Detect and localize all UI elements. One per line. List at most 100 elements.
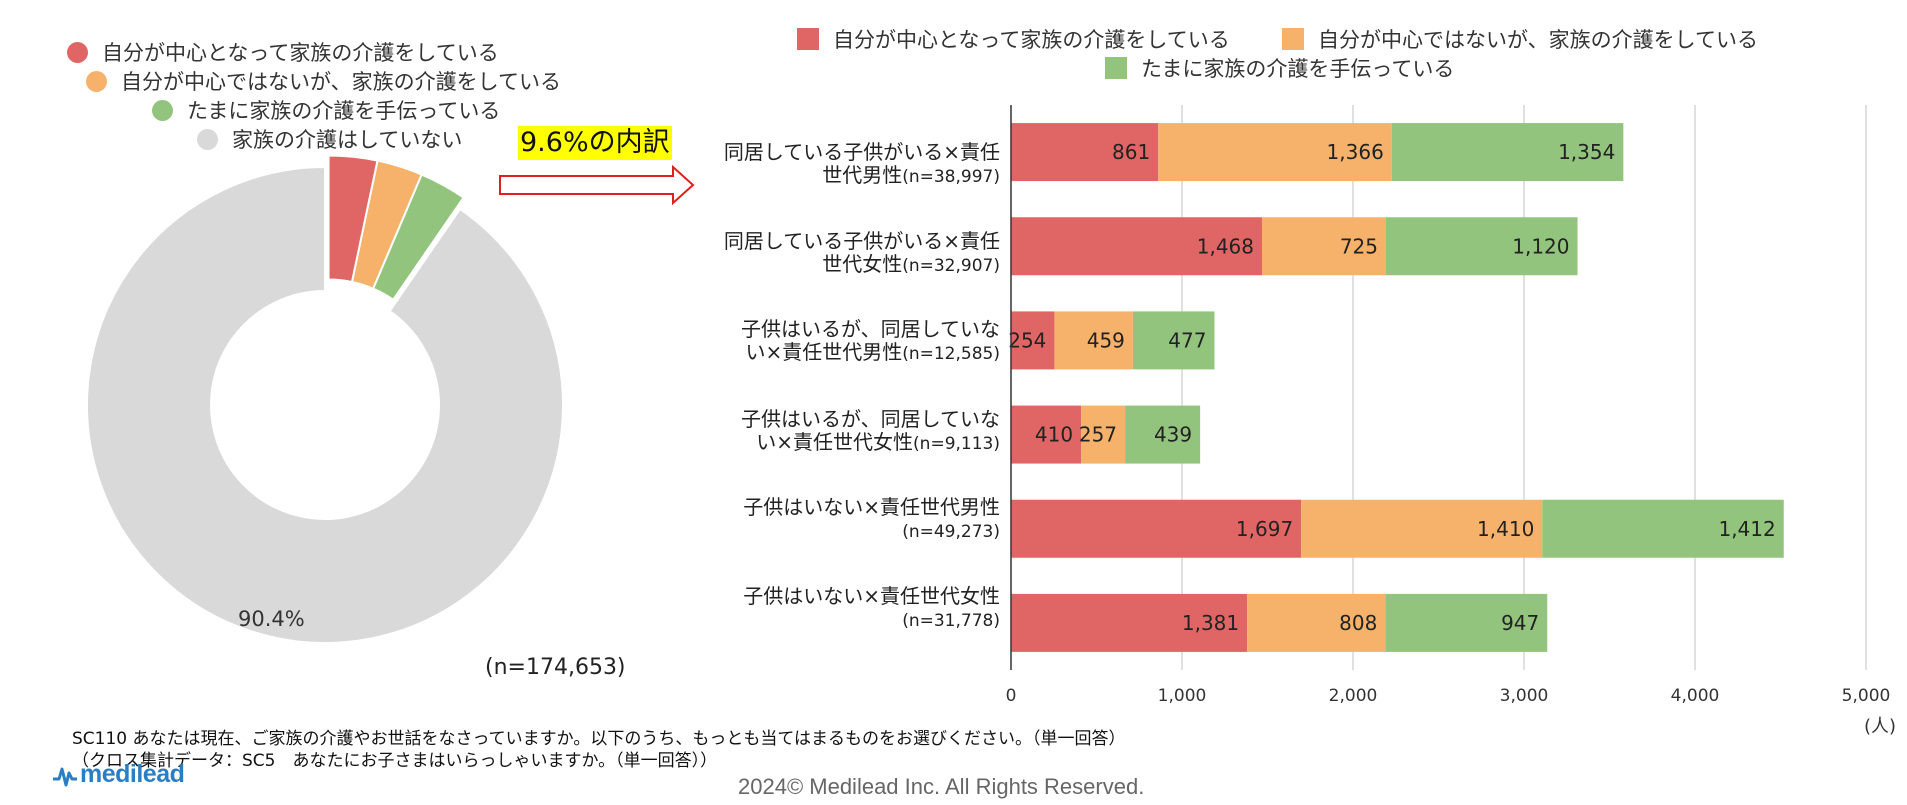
copyright: 2024© Medilead Inc. All Rights Reserved. (738, 774, 1145, 799)
donut-legend-item-occasional: たまに家族の介護を手伝っている (152, 95, 500, 125)
category-label: 子供はいるが、同居していな い×責任世代女性(n=9,113) (741, 408, 1000, 456)
bar-segment-occasional (1385, 593, 1548, 652)
x-axis-unit: (人) (1864, 716, 1897, 737)
category-line2: 世代女性 (822, 252, 903, 276)
bar-value-label: 257 (1079, 423, 1117, 447)
bar-marks: 861 1,366 1,354 1,468 725 1,120 254 459 477 410 25… (1008, 123, 1784, 652)
bar-value-label: 1,468 (1197, 234, 1254, 258)
bar-segment-occasional (1132, 311, 1215, 370)
category-n: (n=12,585) (902, 344, 1000, 364)
legend-dot-none (197, 128, 218, 150)
logo-text: medilead (80, 760, 185, 788)
donut-n-label: (n=174,653) (485, 655, 626, 680)
bar-segment-secondary (1301, 499, 1543, 558)
bar-segment-occasional (1386, 217, 1578, 276)
category-n: (n=9,113) (913, 434, 1000, 454)
bar-value-label: 725 (1340, 234, 1378, 258)
bar-value-label: 254 (1008, 328, 1046, 352)
callout-label: 9.6%の内訳 (518, 126, 672, 160)
bar-value-label: 439 (1154, 423, 1192, 447)
bar-segment-primary (1011, 405, 1082, 464)
bar-segment-secondary (1262, 217, 1387, 276)
bar-value-label: 808 (1339, 611, 1377, 635)
donut-legend-label: たまに家族の介護を手伝っている (187, 99, 501, 123)
bar-segment-primary (1011, 217, 1263, 276)
bar-chart: 861 1,366 1,354 1,468 725 1,120 254 459 477 410 25… (1006, 105, 1891, 706)
category-line1: 子供はいない×責任世代女性 (743, 584, 1000, 608)
legend-dot-occasional (152, 99, 173, 121)
category-label: 子供はいない×責任世代女性 (n=31,778) (743, 585, 1000, 633)
bar-value-label: 1,354 (1558, 140, 1615, 164)
x-tick-label: 1,000 (1158, 686, 1207, 706)
category-line2: い×責任世代男性 (745, 340, 903, 364)
bar-segment-secondary (1054, 311, 1133, 370)
donut-legend-label: 家族の介護はしていない (232, 128, 463, 152)
bar-segment-primary (1011, 499, 1302, 558)
bar-legend-item-secondary: 自分が中心ではないが、家族の介護をしている (1282, 24, 1758, 54)
bar-segment-secondary (1081, 405, 1126, 464)
bar-value-label: 1,697 (1236, 517, 1293, 541)
donut-slice-none (86, 165, 564, 644)
bar-segment-occasional (1125, 405, 1201, 464)
bar-segment-secondary (1158, 123, 1392, 182)
category-n: (n=32,907) (902, 256, 1000, 276)
category-n: (n=38,997) (902, 167, 1000, 187)
category-line1: 子供はいない×責任世代男性 (743, 495, 1000, 519)
x-tick-label: 0 (1006, 686, 1017, 706)
donut-slice-label: 90.4% (238, 607, 305, 631)
bar-value-label: 410 (1035, 423, 1073, 447)
category-line1: 子供はいるが、同居していな (741, 407, 1000, 431)
bar-value-label: 947 (1501, 611, 1539, 635)
legend-swatch-primary (797, 28, 819, 50)
category-line1: 子供はいるが、同居していな (741, 317, 1000, 341)
bar-value-label: 1,381 (1182, 611, 1239, 635)
bar-value-label: 477 (1168, 328, 1206, 352)
bar-legend-label: 自分が中心となって家族の介護をしている (833, 28, 1230, 52)
donut-legend-item-none: 家族の介護はしていない (197, 124, 462, 154)
donut-slice-occasional (371, 173, 465, 302)
bar-legend-label: たまに家族の介護を手伝っている (1141, 57, 1455, 81)
medilead-logo: medilead (52, 760, 185, 789)
category-line1: 同居している子供がいる×責任 (723, 140, 1000, 164)
footer-question: SC110 あなたは現在、ご家族の介護やお世話をなさっていますか。以下のうち、も… (72, 729, 1126, 749)
bar-legend-label: 自分が中心ではないが、家族の介護をしている (1318, 28, 1758, 52)
donut-slices (86, 154, 564, 644)
logo-pulse-icon (53, 767, 77, 786)
donut-legend-label: 自分が中心となって家族の介護をしている (102, 41, 499, 65)
category-line1: 同居している子供がいる×責任 (723, 229, 1000, 253)
legend-dot-primary (67, 41, 88, 63)
bar-value-label: 861 (1112, 140, 1150, 164)
category-n: (n=31,778) (902, 611, 1000, 631)
bar-value-label: 1,410 (1477, 517, 1534, 541)
bar-legend-item-primary: 自分が中心となって家族の介護をしている (797, 24, 1230, 54)
legend-swatch-occasional (1105, 57, 1127, 79)
category-n: (n=49,273) (902, 522, 1000, 542)
bar-value-label: 459 (1087, 328, 1125, 352)
bar-value-label: 1,120 (1512, 234, 1569, 258)
bar-value-label: 1,412 (1718, 517, 1775, 541)
bar-segment-occasional (1391, 123, 1624, 182)
bar-segment-secondary (1247, 593, 1386, 652)
footer-cross: （クロス集計データ：SC5 あなたにお子さまはいらっしゃいますか。（単一回答）） (72, 751, 718, 771)
bar-segment-primary (1011, 593, 1248, 652)
callout-arrow-icon (499, 165, 695, 206)
donut-chart: 90.4% (86, 154, 564, 644)
legend-swatch-secondary (1282, 28, 1304, 50)
category-label: 子供はいない×責任世代男性 (n=49,273) (743, 496, 1000, 544)
category-label: 同居している子供がいる×責任 世代男性(n=38,997) (724, 141, 1000, 189)
category-label: 同居している子供がいる×責任 世代女性(n=32,907) (724, 230, 1000, 278)
category-line2: 世代男性 (822, 163, 903, 187)
bar-segment-primary (1011, 311, 1055, 370)
bar-segment-occasional (1542, 499, 1784, 558)
category-line2: い×責任世代女性 (756, 430, 914, 454)
bar-grid (1181, 105, 1867, 670)
donut-legend-item-primary: 自分が中心となって家族の介護をしている (67, 37, 499, 67)
bar-legend-item-occasional: たまに家族の介護を手伝っている (1105, 53, 1454, 83)
x-tick-label: 4,000 (1671, 686, 1720, 706)
x-tick-label: 3,000 (1500, 686, 1549, 706)
bar-axis: 0 1,000 2,000 3,000 4,000 5,000 (1006, 105, 1891, 706)
bar-segment-primary (1011, 123, 1159, 182)
legend-dot-secondary (86, 70, 107, 92)
x-tick-label: 5,000 (1842, 686, 1891, 706)
donut-legend-label: 自分が中心ではないが、家族の介護をしている (121, 70, 561, 94)
